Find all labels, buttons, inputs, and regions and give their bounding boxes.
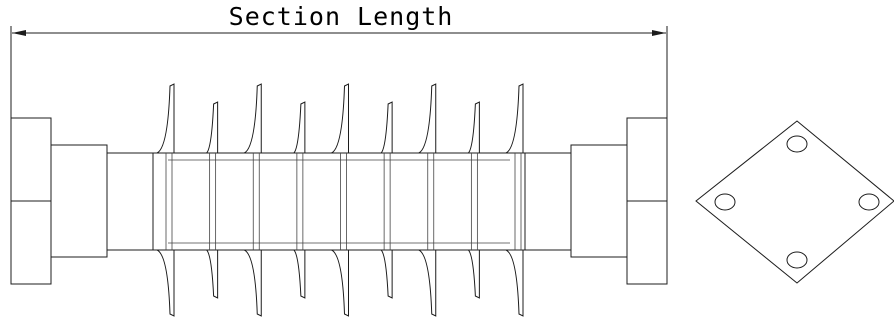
shed-large — [156, 83, 175, 317]
section-length-label: Section Length — [228, 2, 454, 31]
shed-large — [418, 83, 437, 317]
end-view-flange — [695, 120, 894, 284]
shed-large — [331, 83, 349, 317]
shed-small — [467, 101, 480, 299]
insulator-core — [153, 152, 525, 251]
shed-small — [380, 101, 393, 299]
left-end-fitting — [10, 117, 154, 285]
shed-group — [156, 83, 524, 317]
shed-large — [243, 83, 262, 317]
shed-small — [293, 101, 306, 299]
shed-large — [505, 83, 524, 317]
bolt-hole-left — [714, 193, 736, 211]
bolt-hole-bottom — [786, 251, 808, 269]
bolt-hole-right — [858, 193, 880, 211]
dimension-line — [10, 26, 668, 118]
bolt-hole-top — [786, 135, 808, 153]
shed-small — [206, 101, 219, 299]
right-end-fitting — [524, 117, 668, 285]
